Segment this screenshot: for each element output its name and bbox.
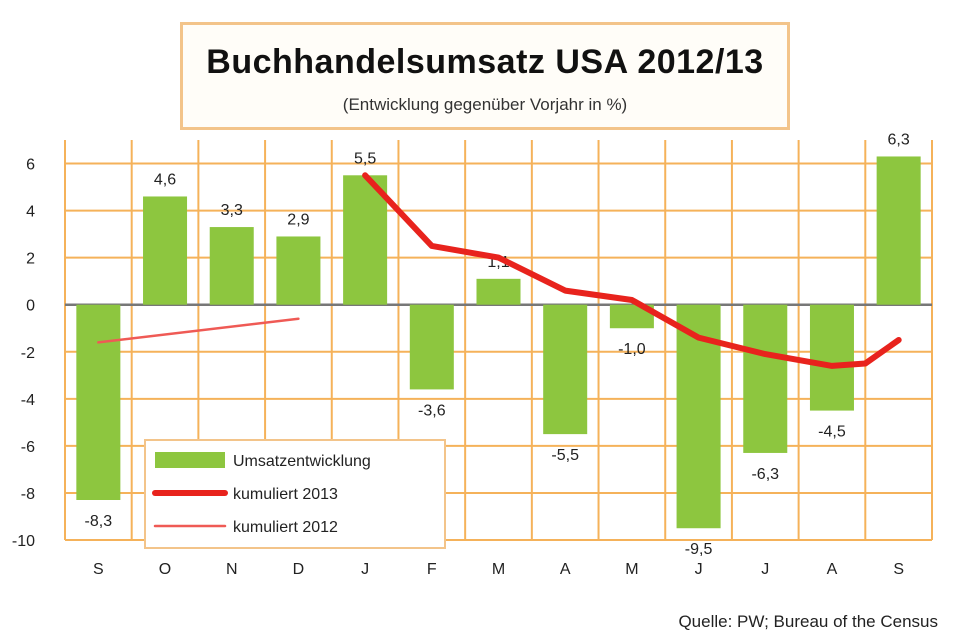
chart-source: Quelle: PW; Bureau of the Census <box>678 612 938 631</box>
bar <box>276 236 321 305</box>
bar-data-label: -9,5 <box>685 541 713 558</box>
chart-title: Buchhandelsumsatz USA 2012/13 <box>206 43 764 81</box>
bar-data-label: -4,5 <box>818 424 846 441</box>
bar <box>743 304 788 453</box>
x-tick-label: D <box>293 561 305 578</box>
x-tick-label: O <box>159 561 171 578</box>
x-tick-label: S <box>893 561 904 578</box>
y-tick-label: -6 <box>21 439 35 456</box>
x-tick-label: F <box>427 561 437 578</box>
bar <box>809 304 854 411</box>
x-tick-label: N <box>226 561 238 578</box>
y-tick-label: -8 <box>21 486 35 503</box>
bar <box>476 278 521 305</box>
bar <box>76 304 121 500</box>
bar <box>209 227 254 305</box>
y-tick-label: 0 <box>26 298 35 315</box>
x-tick-label: J <box>761 561 769 578</box>
bar-data-label: 5,5 <box>354 150 376 167</box>
y-tick-label: 4 <box>26 204 35 221</box>
y-tick-label: -4 <box>21 392 35 409</box>
y-tick-label: 2 <box>26 251 35 268</box>
bar-data-label: 6,3 <box>888 131 910 148</box>
bar-data-label: 2,9 <box>287 211 309 228</box>
bar-data-label: -1,0 <box>618 341 646 358</box>
bar-data-label: -6,3 <box>751 466 779 483</box>
legend-label: kumuliert 2013 <box>233 486 338 503</box>
y-tick-label: 6 <box>26 157 35 174</box>
legend-label: kumuliert 2012 <box>233 519 338 536</box>
y-tick-label: -2 <box>21 345 35 362</box>
legend-swatch-bar <box>155 452 225 468</box>
x-tick-label: M <box>625 561 638 578</box>
y-tick-label: -10 <box>12 533 35 550</box>
bar-data-label: 4,6 <box>154 171 176 188</box>
bar <box>876 156 921 305</box>
bar <box>609 304 654 329</box>
x-tick-label: S <box>93 561 104 578</box>
chart-subtitle: (Entwicklung gegenüber Vorjahr in %) <box>342 95 628 114</box>
title-box: Buchhandelsumsatz USA 2012/13 (Entwicklu… <box>180 22 790 130</box>
x-tick-label: J <box>695 561 703 578</box>
line-kumuliert-2013 <box>362 172 902 369</box>
line-kumuliert-2012 <box>97 317 300 344</box>
bar-data-label: -3,6 <box>418 402 446 419</box>
x-tick-label: M <box>492 561 505 578</box>
bar <box>143 196 188 305</box>
bar <box>343 175 388 305</box>
x-tick-label: A <box>827 561 838 578</box>
bar-data-label: -5,5 <box>551 447 579 464</box>
bar <box>409 304 454 390</box>
legend-label: Umsatzentwicklung <box>233 453 371 470</box>
bar <box>543 304 588 435</box>
x-tick-label: A <box>560 561 571 578</box>
bar-data-label: 3,3 <box>221 202 243 219</box>
x-tick-label: J <box>361 561 369 578</box>
bar-data-label: -8,3 <box>85 513 113 530</box>
